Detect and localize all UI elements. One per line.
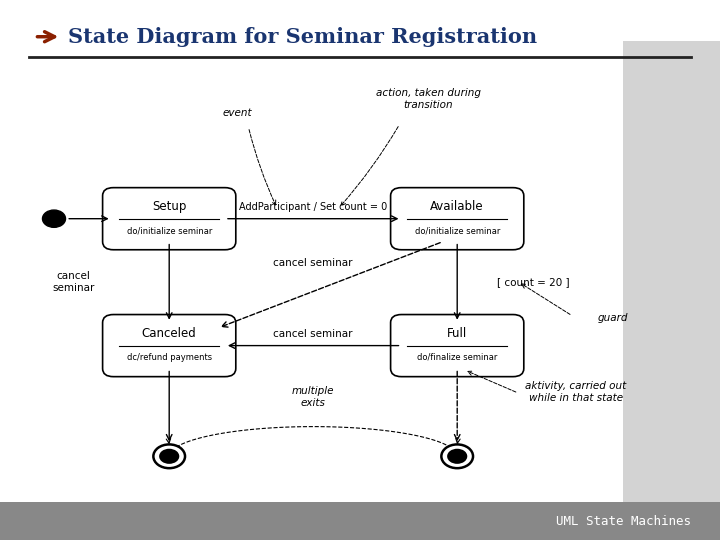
Text: Setup: Setup bbox=[152, 200, 186, 213]
Text: cancel seminar: cancel seminar bbox=[274, 258, 353, 268]
Text: UML State Machines: UML State Machines bbox=[556, 515, 691, 528]
Bar bbox=[0, 502, 720, 540]
Text: Available: Available bbox=[431, 200, 484, 213]
Text: AddParticipant / Set count = 0: AddParticipant / Set count = 0 bbox=[239, 202, 387, 212]
Circle shape bbox=[42, 210, 66, 227]
Text: multiple
exits: multiple exits bbox=[292, 386, 335, 408]
Text: action, taken during
transition: action, taken during transition bbox=[376, 89, 481, 110]
Text: Canceled: Canceled bbox=[142, 327, 197, 340]
Circle shape bbox=[447, 449, 467, 464]
Text: Full: Full bbox=[447, 327, 467, 340]
Text: cancel seminar: cancel seminar bbox=[274, 329, 353, 339]
FancyBboxPatch shape bbox=[390, 188, 524, 249]
Text: aktivity, carried out
while in that state: aktivity, carried out while in that stat… bbox=[526, 381, 626, 403]
Circle shape bbox=[159, 449, 179, 464]
Text: do/initialize seminar: do/initialize seminar bbox=[127, 226, 212, 235]
Text: do/initialize seminar: do/initialize seminar bbox=[415, 226, 500, 235]
Text: guard: guard bbox=[598, 313, 628, 323]
FancyBboxPatch shape bbox=[390, 314, 524, 377]
Circle shape bbox=[441, 444, 473, 468]
Text: event: event bbox=[222, 108, 253, 118]
Circle shape bbox=[153, 444, 185, 468]
Text: [ count = 20 ]: [ count = 20 ] bbox=[497, 277, 570, 287]
Text: do/finalize seminar: do/finalize seminar bbox=[417, 353, 498, 362]
Bar bbox=[623, 40, 720, 502]
FancyBboxPatch shape bbox=[102, 314, 236, 377]
FancyBboxPatch shape bbox=[102, 188, 236, 249]
Text: dc/refund payments: dc/refund payments bbox=[127, 353, 212, 362]
Text: cancel
seminar: cancel seminar bbox=[53, 271, 95, 293]
Text: State Diagram for Seminar Registration: State Diagram for Seminar Registration bbox=[68, 26, 538, 47]
